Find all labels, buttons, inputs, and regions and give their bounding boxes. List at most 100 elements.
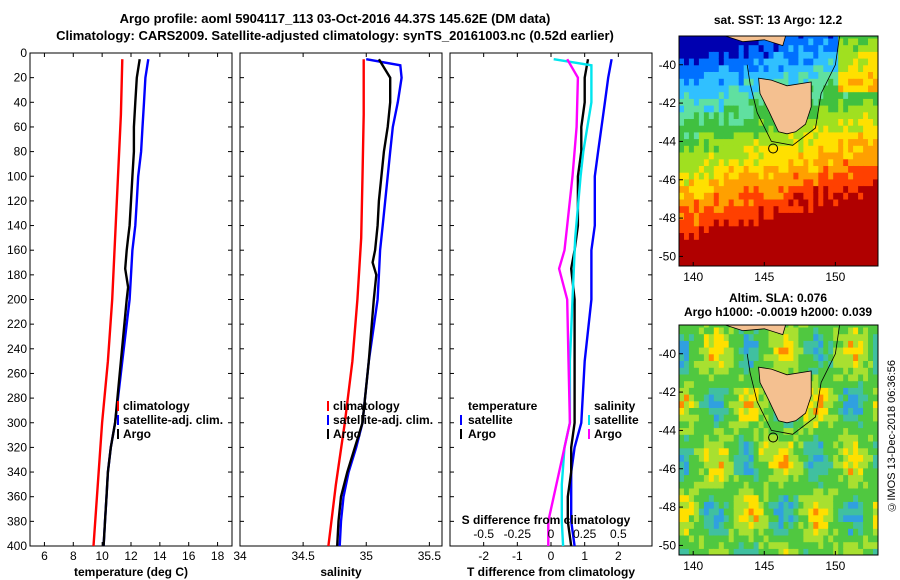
map-cell	[693, 252, 700, 260]
map-cell	[788, 51, 794, 59]
map-cell	[713, 185, 720, 193]
map-cell	[703, 534, 710, 543]
map-cell	[833, 474, 839, 482]
map-cell	[738, 259, 745, 266]
map-cell	[743, 481, 750, 489]
map-cell	[823, 84, 829, 93]
map-cell	[878, 501, 884, 508]
map-cell	[863, 541, 869, 549]
map-cell	[843, 481, 849, 489]
map-cell	[813, 131, 819, 140]
map-cell	[808, 44, 814, 52]
map-cell	[733, 125, 740, 133]
map-cell	[688, 340, 695, 348]
map-cell	[748, 219, 755, 227]
map-cell	[778, 138, 785, 146]
map-cell	[684, 105, 690, 113]
map-cell	[768, 414, 775, 422]
map-cell	[684, 548, 690, 555]
map-cell	[728, 447, 735, 455]
map-cell	[708, 487, 715, 496]
map-cell	[708, 245, 715, 254]
map-cell	[813, 420, 819, 429]
map-cell	[863, 528, 869, 536]
map-cell	[818, 528, 824, 536]
map-cell	[728, 333, 735, 341]
map-cell	[718, 118, 725, 126]
map-cell	[773, 441, 780, 449]
map-cell	[808, 528, 814, 536]
map-cell	[748, 360, 755, 368]
map-cell	[679, 441, 685, 449]
map-cell	[868, 259, 874, 266]
x-tick-label: 10	[95, 549, 109, 563]
map-cell	[788, 427, 794, 435]
map-cell	[838, 239, 844, 247]
map-cell	[723, 427, 730, 435]
map-cell	[793, 158, 799, 166]
map-cell	[743, 441, 750, 449]
map-cell	[684, 414, 690, 422]
map-cell	[823, 111, 829, 119]
map-cell	[863, 152, 869, 160]
map-cell	[833, 205, 839, 213]
map-cell	[853, 212, 859, 220]
x-tick-label: 14	[153, 549, 167, 563]
map-cell	[878, 45, 884, 52]
map-cell	[703, 494, 710, 502]
map-cell	[853, 407, 859, 415]
map-cell	[693, 487, 700, 496]
map-cell	[713, 225, 720, 233]
map-cell	[823, 98, 829, 106]
map-cell	[703, 394, 710, 402]
map-cell	[743, 427, 750, 435]
map-cell	[728, 454, 735, 462]
map-cell	[718, 347, 725, 355]
map-cell	[868, 434, 874, 442]
map-cell	[783, 71, 790, 79]
map-cell	[793, 467, 799, 476]
map-cell	[728, 51, 735, 59]
map-cell	[813, 380, 819, 388]
map-cell	[873, 178, 878, 187]
map-cell	[778, 474, 785, 482]
map-cell	[738, 192, 745, 200]
map-cell	[808, 447, 814, 455]
map-x-tick-label: 145	[754, 559, 774, 573]
map-cell	[679, 64, 685, 72]
map-cell	[748, 158, 755, 166]
map-cell	[763, 528, 770, 536]
map-cell	[743, 434, 750, 442]
map-cell	[793, 434, 799, 442]
map-cell	[713, 434, 720, 442]
map-cell	[723, 487, 730, 496]
map-cell	[843, 414, 849, 422]
map-cell	[718, 145, 725, 153]
map-cell	[758, 400, 765, 408]
map-cell	[803, 36, 809, 39]
map-cell	[828, 474, 834, 482]
map-cell	[684, 51, 690, 59]
map-cell	[873, 514, 878, 522]
map-cell	[858, 380, 864, 388]
map-cell	[688, 219, 695, 227]
map-cell	[684, 152, 690, 160]
map-x-tick-label: 145	[754, 270, 774, 284]
map-cell	[684, 71, 690, 79]
map-cell	[693, 36, 700, 39]
map-cell	[703, 548, 710, 555]
map-cell	[684, 521, 690, 529]
map-cell	[703, 131, 710, 140]
map-cell	[778, 239, 785, 247]
map-cell	[693, 152, 700, 160]
map-cell	[783, 158, 790, 166]
map-cell	[748, 98, 755, 106]
map-cell	[818, 105, 824, 113]
map-cell	[803, 454, 809, 462]
map-cell	[708, 548, 715, 555]
map-cell	[783, 185, 790, 193]
map-cell	[793, 534, 799, 543]
map-cell	[753, 138, 760, 146]
map-cell	[843, 232, 849, 240]
map-cell	[708, 394, 715, 402]
